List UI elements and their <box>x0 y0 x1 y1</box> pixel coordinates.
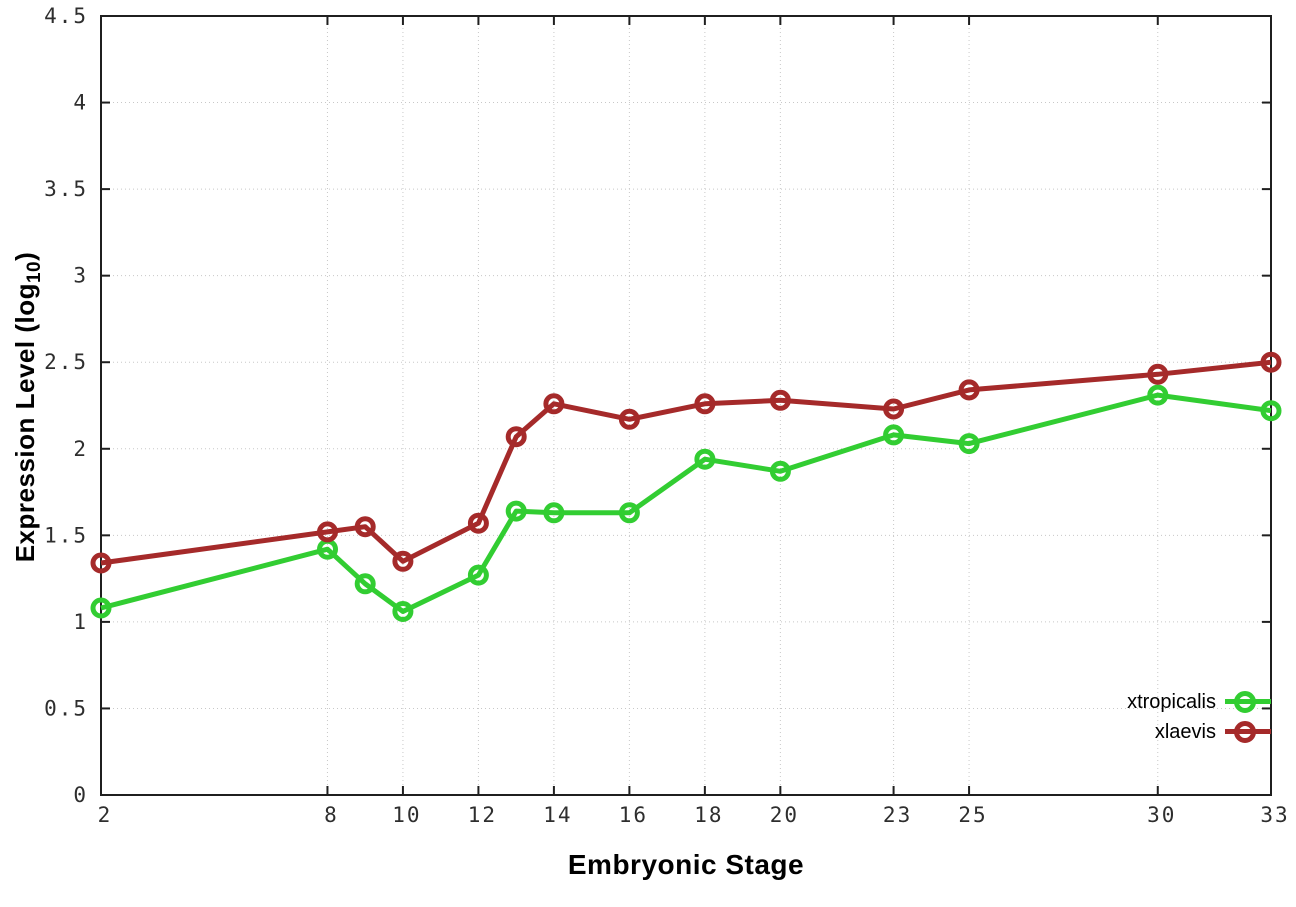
data-point-xtropicalis <box>90 597 112 619</box>
data-point-xtropicalis <box>467 564 489 586</box>
data-point-xlaevis <box>1260 351 1282 373</box>
y-axis-label-close: ) <box>9 251 40 261</box>
data-point-xlaevis <box>883 398 905 420</box>
plot-border <box>100 15 1272 796</box>
y-tick-label: 1.5 <box>44 523 88 547</box>
data-point-xtropicalis <box>1147 384 1169 406</box>
y-axis-label-text: Expression Level (log <box>9 283 40 563</box>
legend-label-xtropicalis: xtropicalis <box>1127 690 1216 713</box>
open-circle-marker-icon <box>1234 691 1256 713</box>
y-axis-label-subscript: 10 <box>24 260 46 284</box>
legend-item-xtropicalis: xtropicalis <box>1127 687 1271 717</box>
y-tick-label: 2 <box>73 437 88 461</box>
y-tick-label: 4.5 <box>44 4 88 28</box>
y-tick-label: 4 <box>73 91 88 115</box>
series-line-xlaevis <box>100 359 1272 566</box>
data-point-xlaevis <box>958 379 980 401</box>
data-point-xlaevis <box>618 408 640 430</box>
x-tick-label: 14 <box>543 803 572 827</box>
data-point-xlaevis <box>354 516 376 538</box>
x-tick-label: 20 <box>770 803 799 827</box>
legend: xtropicalis xlaevis <box>1127 687 1271 747</box>
x-tick-label: 2 <box>98 803 113 827</box>
x-tick-label: 8 <box>324 803 339 827</box>
data-point-xtropicalis <box>883 424 905 446</box>
x-tick-label: 30 <box>1147 803 1176 827</box>
data-point-xtropicalis <box>618 502 640 524</box>
data-point-xlaevis <box>769 389 791 411</box>
x-axis-label: Embryonic Stage <box>567 849 805 880</box>
data-point-xlaevis <box>467 512 489 534</box>
data-point-xlaevis <box>505 426 527 448</box>
open-circle-marker-icon <box>1234 721 1256 743</box>
data-point-xlaevis <box>694 393 716 415</box>
data-point-xtropicalis <box>392 601 414 622</box>
series-line-xtropicalis <box>100 392 1272 614</box>
x-tick-label: 18 <box>694 803 723 827</box>
data-point-xtropicalis <box>958 433 980 455</box>
x-tick-label: 23 <box>883 803 912 827</box>
y-axis-label: Expression Level (log10) <box>10 252 46 563</box>
data-point-xlaevis <box>1147 363 1169 385</box>
data-point-xtropicalis <box>354 573 376 595</box>
legend-item-xlaevis: xlaevis <box>1127 717 1271 747</box>
x-tick-label: 10 <box>392 803 421 827</box>
legend-label-xlaevis: xlaevis <box>1154 720 1216 743</box>
data-point-xtropicalis <box>543 502 565 524</box>
data-point-xlaevis <box>392 550 414 572</box>
legend-line-marker-sample <box>1225 721 1271 743</box>
data-point-xtropicalis <box>1260 400 1282 422</box>
y-tick-label: 0.5 <box>44 696 88 720</box>
x-tick-label: 33 <box>1260 803 1289 827</box>
x-tick-label: 16 <box>619 803 648 827</box>
data-point-xlaevis <box>317 521 338 543</box>
data-point-xtropicalis <box>694 448 716 470</box>
data-point-xtropicalis <box>505 500 527 522</box>
y-tick-label: 3.5 <box>44 177 88 201</box>
data-point-xlaevis <box>543 393 565 415</box>
x-tick-label: 12 <box>468 803 497 827</box>
y-tick-label: 0 <box>73 783 88 807</box>
y-tick-label: 2.5 <box>44 350 88 374</box>
legend-line-marker-sample <box>1225 691 1271 713</box>
x-tick-label: 25 <box>958 803 987 827</box>
y-tick-label: 3 <box>73 264 88 288</box>
data-point-xlaevis <box>90 552 112 574</box>
data-point-xtropicalis <box>769 460 791 482</box>
y-tick-label: 1 <box>73 610 88 634</box>
